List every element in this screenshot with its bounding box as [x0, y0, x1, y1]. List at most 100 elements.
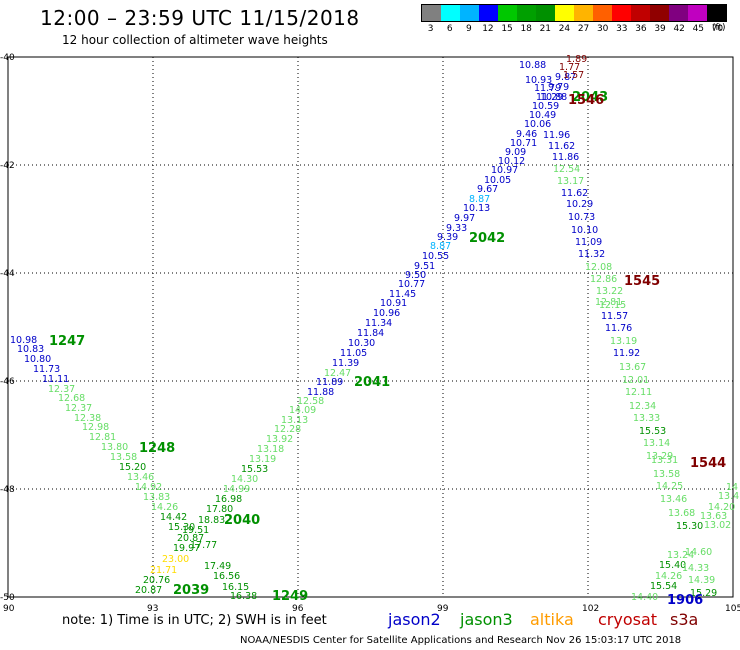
swh-value-label: 13.33 — [633, 413, 660, 424]
swh-value-label: 13.19 — [610, 336, 637, 347]
swh-value-label: 19.97 — [173, 543, 200, 554]
swh-value-label: 1.89 — [566, 54, 587, 65]
swh-value-label: 13.67 — [619, 362, 646, 373]
swh-value-label: 13.63 — [700, 511, 727, 522]
swh-value-label: 11.62 — [561, 188, 588, 199]
swh-value-label: 10.98 — [10, 335, 37, 346]
swh-value-label: 11.45 — [389, 289, 416, 300]
swh-value-label: 15.53 — [639, 426, 666, 437]
swh-value-label: 10.06 — [524, 119, 551, 130]
swh-value-label: 1.57 — [563, 70, 584, 81]
y-tick-label: -50 — [0, 593, 15, 603]
swh-value-label: 15.30 — [168, 522, 195, 533]
swh-value-label: 13.02 — [704, 520, 731, 531]
swh-value-label: 18.83 — [198, 515, 225, 526]
legend-swatch — [498, 5, 517, 21]
swh-value-label: 9.46 — [516, 129, 537, 140]
legend-label: 18 — [520, 24, 532, 34]
swh-value-label: 14.09 — [289, 405, 316, 416]
swh-value-label: 16.56 — [213, 571, 240, 582]
swh-value-label: 11.05 — [340, 348, 367, 359]
swh-value-label: 10.93 — [525, 75, 552, 86]
swh-value-label: 12.47 — [324, 368, 351, 379]
swh-value-label: 10.12 — [498, 156, 525, 167]
swh-value-label: 10.91 — [380, 298, 407, 309]
y-tick-label: -44 — [0, 269, 15, 279]
swh-value-label: 17.80 — [206, 504, 233, 515]
swh-value-label: 14.20 — [708, 502, 735, 513]
swh-value-label: 14.33 — [682, 563, 709, 574]
legend-label: 24 — [558, 24, 571, 34]
swh-value-label: 11.88 — [307, 387, 334, 398]
swh-value-label: 15.54 — [650, 581, 677, 592]
legend-label: 15 — [501, 24, 513, 34]
x-tick-label: 90 — [3, 604, 15, 614]
legend-label: 39 — [654, 24, 666, 34]
swh-value-label: 15.20 — [119, 462, 146, 473]
swh-value-label: 9.09 — [505, 147, 526, 158]
legend-unit: (ft) — [712, 23, 726, 33]
legend-swatch — [688, 5, 707, 21]
legend-swatches — [421, 4, 727, 22]
swh-value-label: 21.71 — [150, 565, 177, 576]
pass-number-label: 2042 — [469, 231, 505, 246]
swh-value-label: 14.40 — [631, 592, 658, 603]
swh-value-label: 13.4 — [718, 491, 739, 502]
swh-value-label: 10.83 — [17, 344, 44, 355]
x-tick-label: 96 — [292, 604, 304, 614]
legend-swatch — [479, 5, 498, 21]
pass-number-label: 1249 — [272, 589, 308, 604]
swh-value-label: 12.58 — [297, 396, 324, 407]
legend-label: 6 — [446, 24, 453, 34]
swh-value-label: 14.26 — [655, 571, 682, 582]
swh-value-label: 1.77 — [559, 62, 580, 73]
swh-value-label: 12.68 — [58, 393, 85, 404]
legend-label: 27 — [577, 24, 590, 34]
swh-value-label: 12.11 — [625, 387, 652, 398]
legend-labels: 3 6 9 12 15 18 21 24 27 30 33 36 39 42 45 70 — [421, 24, 727, 34]
satellite-label-jason3: jason3 — [460, 610, 513, 629]
swh-value-label: 10.59 — [532, 101, 559, 112]
swh-value-label: 10.30 — [348, 338, 375, 349]
swh-value-label: 10.10 — [571, 225, 598, 236]
swh-value-label: 11.39 — [332, 358, 359, 369]
swh-value-label: 9.39 — [437, 232, 458, 243]
swh-value-label: 19.51 — [182, 525, 209, 536]
swh-value-label: 12.15 — [599, 300, 626, 311]
swh-value-label: 15.30 — [676, 521, 703, 532]
swh-value-label: 10.96 — [373, 308, 400, 319]
pass-number-label: 1906 — [667, 593, 703, 608]
swh-value-label: 9.97 — [454, 213, 475, 224]
swh-value-label: 14.39 — [688, 575, 715, 586]
satellite-label-jason2: jason2 — [388, 610, 441, 629]
legend-label: 45 — [692, 24, 705, 34]
swh-value-label: 11.79 — [534, 83, 561, 94]
swh-value-label: 10.13 — [463, 203, 490, 214]
y-tick-label: -46 — [0, 377, 15, 387]
swh-value-label: 10.77 — [398, 279, 425, 290]
swh-value-label: 15.40 — [659, 560, 686, 571]
swh-value-label: 13.14 — [643, 438, 670, 449]
swh-value-label: 17.49 — [204, 561, 231, 572]
page-title: 12:00 – 23:59 UTC 11/15/2018 — [40, 6, 360, 30]
swh-value-label: 13.18 — [257, 444, 284, 455]
swh-value-label: 10.71 — [510, 138, 537, 149]
swh-value-label: 10.97 — [491, 165, 518, 176]
legend-swatch — [593, 5, 612, 21]
legend-swatch — [422, 5, 441, 21]
swh-value-label: 13.13 — [281, 415, 308, 426]
swh-value-label: 11.76 — [605, 323, 632, 334]
color-legend: 3 6 9 12 15 18 21 24 27 30 33 36 39 42 45 70 — [421, 4, 727, 40]
swh-value-label: 16.38 — [230, 591, 257, 602]
swh-value-label: 14.42 — [160, 512, 187, 523]
swh-value-label: 14 — [726, 482, 738, 493]
swh-value-label: 12.81 — [595, 297, 622, 308]
plot-frame — [7, 56, 734, 598]
swh-value-label: 14.25 — [656, 481, 683, 492]
pass-number-label: 2041 — [354, 375, 390, 390]
footer-credit: NOAA/NESDIS Center for Satellite Applica… — [240, 635, 682, 646]
satellite-label-altika: altika — [530, 610, 574, 629]
swh-value-label: 11.57 — [601, 311, 628, 322]
swh-value-label: 10.88 — [540, 92, 567, 103]
